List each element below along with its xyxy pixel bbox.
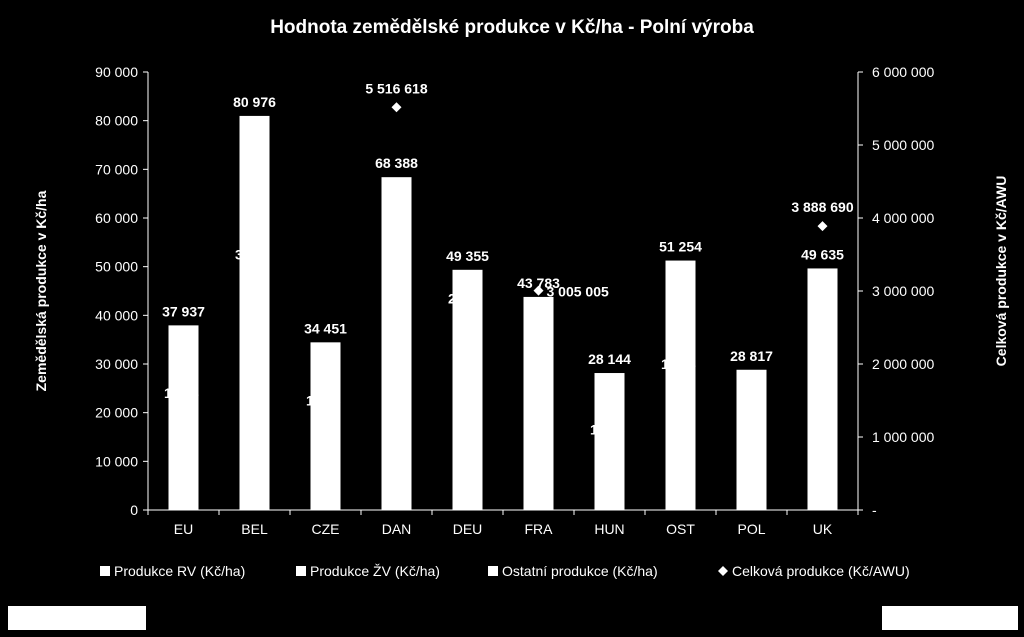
- total-marker: [817, 221, 828, 232]
- right-axis-title: Celková produkce v Kč/AWU: [993, 176, 1009, 367]
- left-tick-label: 20 000: [95, 405, 138, 421]
- bar: [381, 177, 412, 510]
- x-tick-label: EU: [174, 521, 193, 537]
- right-tick-label: 5 000 000: [872, 137, 934, 153]
- left-tick-label: 70 000: [95, 161, 138, 177]
- left-tick-label: 0: [130, 502, 138, 518]
- legend-label: Ostatní produkce (Kč/ha): [502, 563, 658, 579]
- left-tick-label: 40 000: [95, 307, 138, 323]
- bar: [523, 296, 554, 510]
- bar-data-label: 43 783: [517, 275, 560, 291]
- chart-title: Hodnota zemědělské produkce v Kč/ha - Po…: [270, 17, 754, 38]
- total-data-label: 2 462: [448, 290, 483, 306]
- x-tick-label: CZE: [312, 521, 340, 537]
- total-data-label: 1 838: [661, 356, 696, 372]
- left-tick-label: 30 000: [95, 356, 138, 372]
- legend-label: Produkce ŽV (Kč/ha): [310, 563, 440, 579]
- right-tick-label: 4 000 000: [872, 210, 934, 226]
- bar: [452, 269, 483, 510]
- total-data-label: 3 888 690: [791, 199, 853, 215]
- left-axis-title: Zemědělská produkce v Kč/ha: [33, 190, 49, 391]
- x-tick-label: DEU: [453, 521, 483, 537]
- legend-swatch: [100, 566, 110, 576]
- total-data-label: 1 723: [590, 422, 625, 438]
- bar-data-label: 28 144: [588, 351, 631, 367]
- x-tick-label: FRA: [525, 521, 554, 537]
- total-data-label: 5 516 618: [365, 80, 427, 96]
- bar-data-label: 34 451: [304, 320, 347, 336]
- left-tick-label: 90 000: [95, 64, 138, 80]
- total-data-label: 1 638: [164, 385, 199, 401]
- bar: [239, 115, 270, 510]
- bar-data-label: 37 937: [162, 303, 205, 319]
- x-tick-label: UK: [813, 521, 833, 537]
- total-marker: [391, 102, 402, 113]
- left-tick-label: 60 000: [95, 210, 138, 226]
- bar-data-label: 80 976: [233, 94, 276, 110]
- bar: [168, 325, 199, 510]
- legend-marker-diamond: [718, 566, 728, 576]
- right-tick-label: 6 000 000: [872, 64, 934, 80]
- bar: [310, 342, 341, 510]
- x-tick-label: POL: [737, 521, 765, 537]
- total-data-label: 1 513: [306, 393, 341, 409]
- legend-swatch: [296, 566, 306, 576]
- bar: [594, 373, 625, 510]
- bottom-left-box: [8, 606, 146, 630]
- bar-data-label: 51 254: [659, 239, 702, 255]
- x-tick-label: BEL: [241, 521, 268, 537]
- x-tick-label: OST: [666, 521, 695, 537]
- bar-data-label: 68 388: [375, 155, 418, 171]
- bar-data-label: 49 355: [446, 248, 489, 264]
- bar: [665, 260, 696, 510]
- left-tick-label: 50 000: [95, 259, 138, 275]
- legend: Produkce RV (Kč/ha) Produkce ŽV (Kč/ha) Os…: [100, 563, 910, 579]
- legend-label: Celková produkce (Kč/AWU): [732, 563, 910, 579]
- bottom-right-box: [882, 606, 1018, 630]
- right-tick-label: 1 000 000: [872, 429, 934, 445]
- bar-data-label: 49 635: [801, 246, 844, 262]
- bar: [736, 369, 767, 510]
- right-tick-label: 3 000 000: [872, 283, 934, 299]
- x-tick-label: DAN: [382, 521, 412, 537]
- total-data-label: 3 005 005: [547, 284, 609, 300]
- total-data-label: 731: [738, 458, 762, 474]
- right-tick-label: -: [872, 502, 877, 518]
- total-data-label: 3 382: [235, 247, 270, 263]
- plot-area: 0 10 000 20 000 30 000 40 000 50 000 60 000 70 …: [33, 64, 1009, 537]
- total-marker: [533, 285, 544, 296]
- legend-swatch: [488, 566, 498, 576]
- right-tick-label: 2 000 000: [872, 356, 934, 372]
- legend-label: Produkce RV (Kč/ha): [114, 563, 245, 579]
- x-tick-label: HUN: [594, 521, 624, 537]
- left-tick-label: 10 000: [95, 453, 138, 469]
- left-tick-label: 80 000: [95, 113, 138, 129]
- bar-data-label: 28 817: [730, 348, 773, 364]
- bar: [807, 268, 838, 510]
